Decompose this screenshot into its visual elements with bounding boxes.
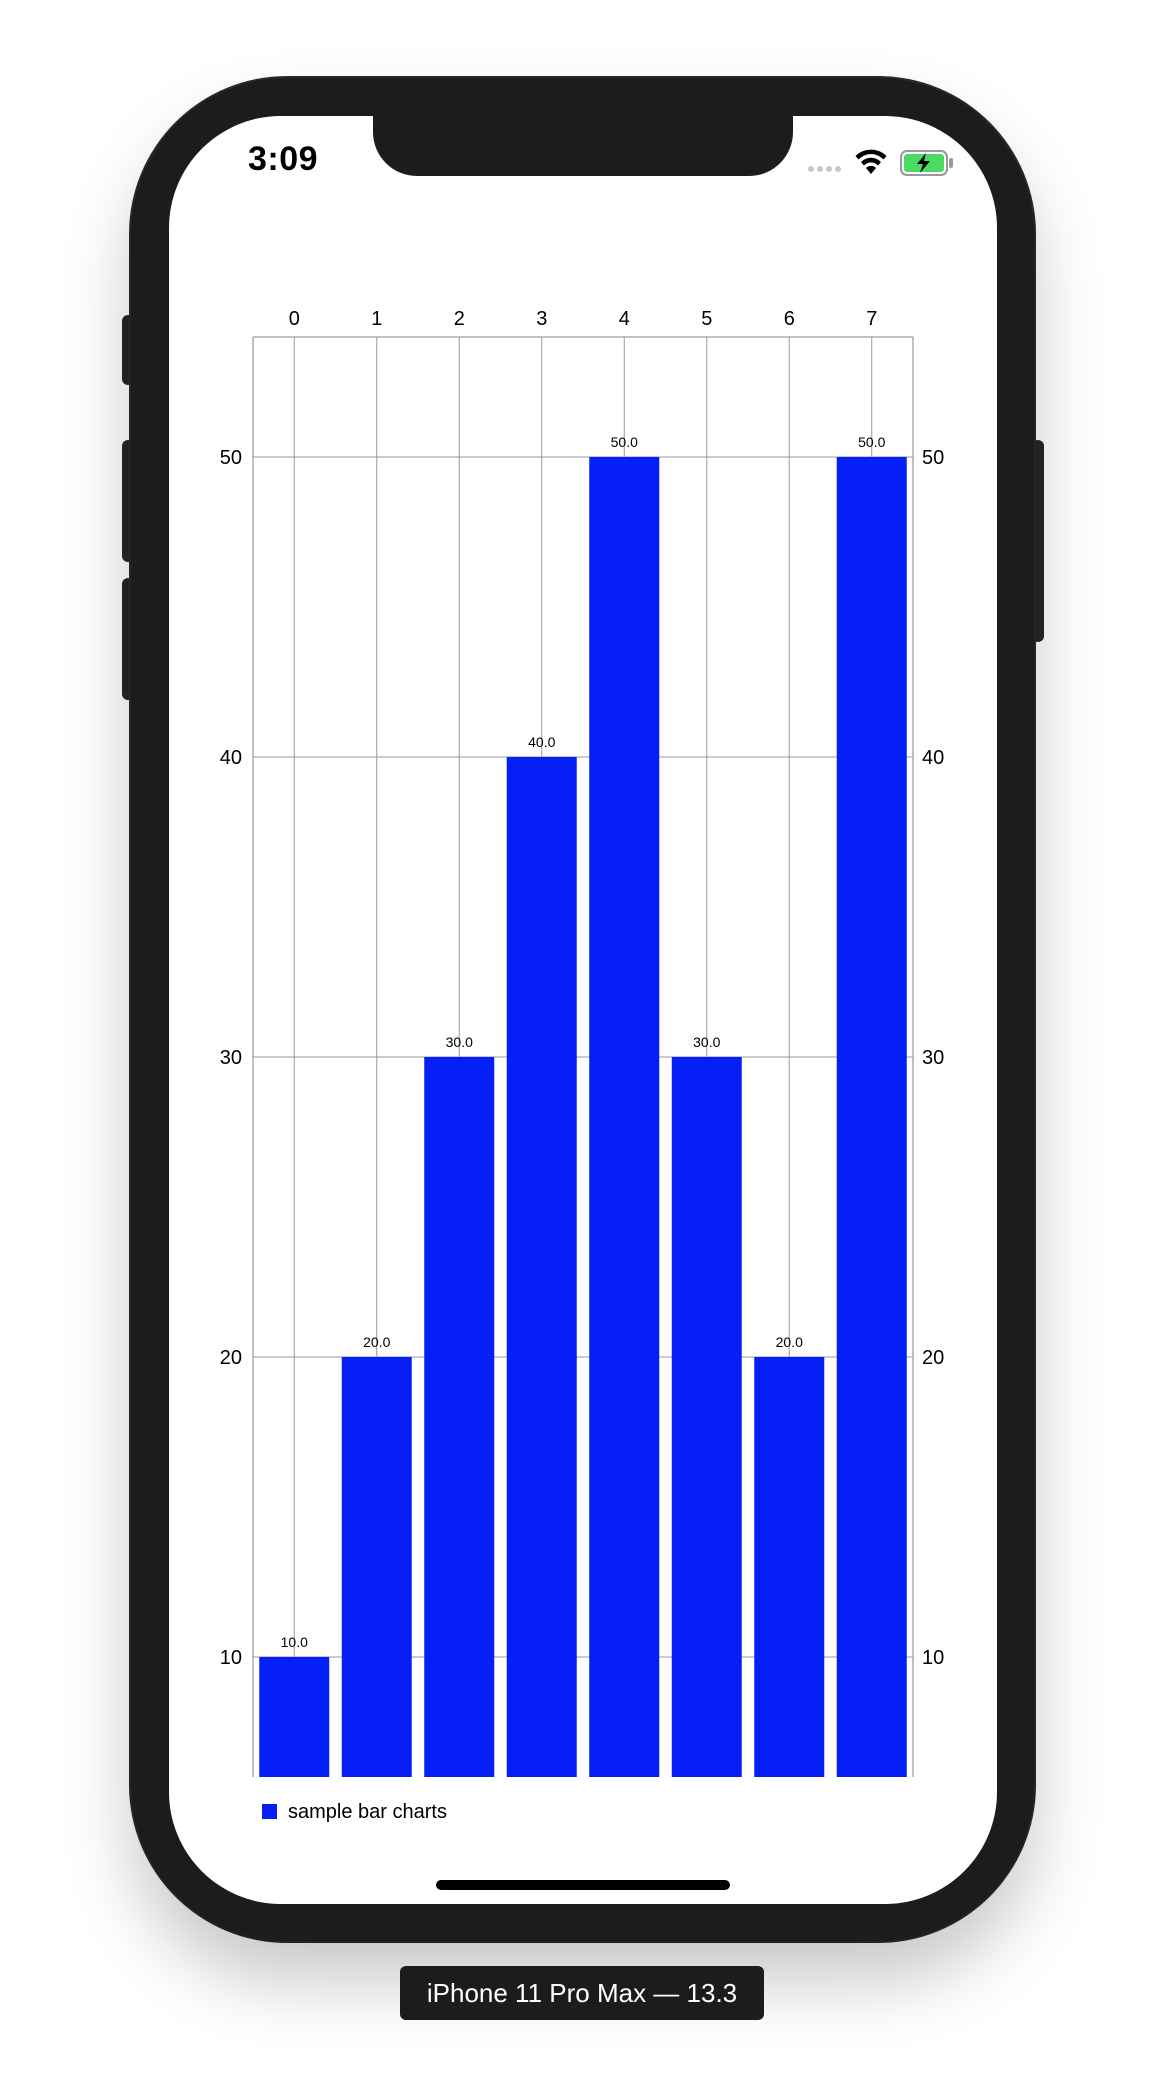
bar — [671, 1057, 742, 1777]
y-tick-label-left: 20 — [220, 1347, 242, 1369]
bar — [836, 457, 907, 1777]
bar-value-label: 10.0 — [281, 1634, 308, 1650]
battery-charging-icon — [900, 150, 953, 176]
bar-value-label: 20.0 — [776, 1334, 803, 1350]
x-tick-label: 3 — [536, 308, 547, 330]
x-tick-label: 6 — [784, 308, 795, 330]
legend-label: sample bar charts — [288, 1801, 447, 1823]
y-tick-label-left: 40 — [220, 747, 242, 769]
x-tick-label: 2 — [454, 308, 465, 330]
x-tick-label: 0 — [289, 308, 300, 330]
bar-value-label: 30.0 — [693, 1034, 720, 1050]
notch — [373, 112, 793, 176]
wifi-icon — [855, 149, 887, 174]
x-tick-label: 7 — [866, 308, 877, 330]
x-tick-label: 5 — [701, 308, 712, 330]
bar — [341, 1357, 412, 1777]
y-tick-label-right: 20 — [922, 1347, 944, 1369]
bar-value-label: 20.0 — [363, 1334, 390, 1350]
y-tick-label-right: 30 — [922, 1047, 944, 1069]
status-time: 3:09 — [248, 140, 319, 178]
bar — [506, 757, 577, 1777]
bar — [589, 457, 660, 1777]
bar — [754, 1357, 825, 1777]
x-tick-label: 1 — [371, 308, 382, 330]
signal-dots-icon — [808, 166, 841, 172]
bar — [424, 1057, 495, 1777]
device-label: iPhone 11 Pro Max — 13.3 — [400, 1966, 764, 2020]
bar-value-label: 40.0 — [528, 734, 555, 750]
y-tick-label-left: 30 — [220, 1047, 242, 1069]
power-button — [1032, 440, 1044, 642]
bar — [259, 1657, 330, 1777]
y-tick-label-right: 50 — [922, 447, 944, 469]
y-tick-label-left: 10 — [220, 1647, 242, 1669]
home-indicator[interactable] — [436, 1880, 730, 1890]
bar-value-label: 50.0 — [611, 434, 638, 450]
x-tick-label: 4 — [619, 308, 630, 330]
y-tick-label-right: 10 — [922, 1647, 944, 1669]
bar-value-label: 50.0 — [858, 434, 885, 450]
y-tick-label-left: 50 — [220, 447, 242, 469]
bar-value-label: 30.0 — [446, 1034, 473, 1050]
y-tick-label-right: 40 — [922, 747, 944, 769]
legend-swatch — [262, 1804, 277, 1819]
